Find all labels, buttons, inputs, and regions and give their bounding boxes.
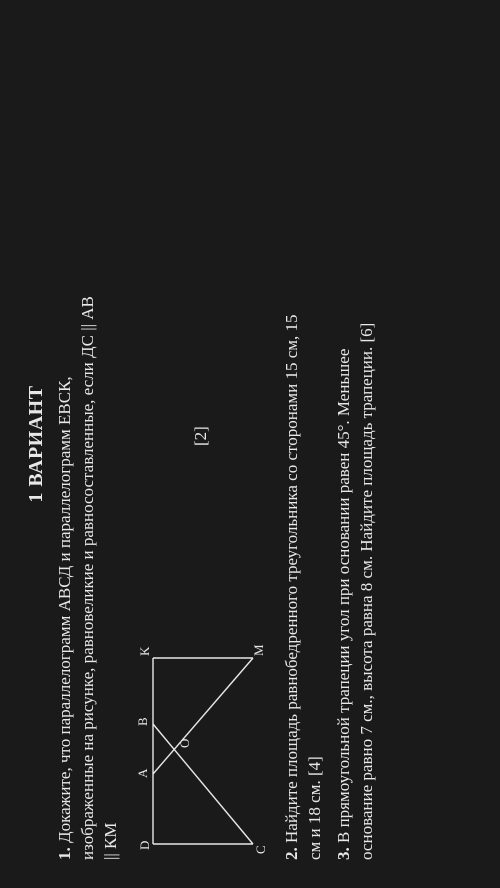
geometry-figure: D C A B O K M [131,626,271,856]
label-D: D [137,841,152,850]
edge-AM [153,658,253,774]
edge-CB [153,724,253,844]
problem-3-text-a: В прямоугольной трапеции угол при основа… [334,349,353,848]
label-K: K [137,646,152,656]
problem-2-num: 2. [282,847,301,860]
problem-3-text-b: основание равно 7 см., высота равна 8 см… [357,323,376,860]
problem-1-line1: Докажите, что параллелограмм АВСД и пара… [55,376,74,847]
label-A: A [135,768,150,778]
problem-1-line2: изображенные на рисунке, равновеликие и … [78,296,97,860]
label-M: M [251,644,266,656]
problem-1-points: [2] [191,426,211,446]
label-B: B [135,717,150,726]
variant-title: 1 ВАРИАНТ [25,28,48,860]
problem-2: 2. Найдите площадь равнобедренного треуг… [281,28,327,860]
figure-row: D C A B O K M [2] [131,28,271,860]
label-O: O [177,739,192,748]
problem-3: 3. В прямоугольной трапеции угол при осн… [333,28,379,860]
problem-1: 1. Докажите, что параллелограмм АВСД и п… [54,28,123,860]
problem-2-text-a: Найдите площадь равнобедренного треуголь… [282,314,301,847]
problem-1-num: 1. [55,847,74,860]
problem-2-text-b: см и 18 см. [4] [305,756,324,860]
label-C: C [253,845,268,854]
problem-1-line3: || КМ [101,822,120,860]
problem-3-num: 3. [334,847,353,860]
